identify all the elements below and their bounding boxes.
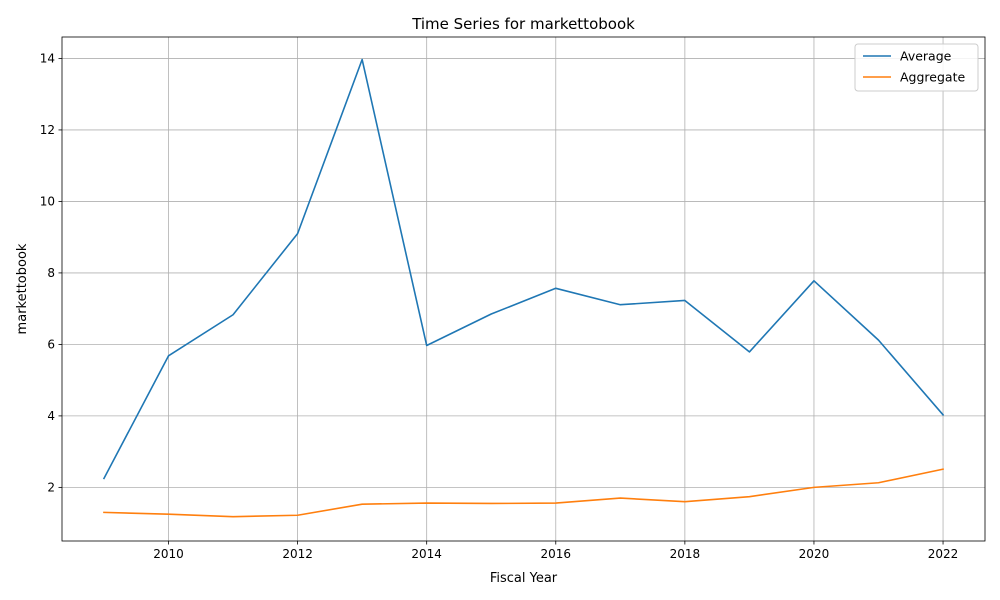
x-tick-label: 2016 xyxy=(540,547,571,561)
legend-label-average: Average xyxy=(900,49,952,64)
y-axis: 2 4 6 8 10 12 14 xyxy=(40,52,62,495)
x-tick-label: 2014 xyxy=(411,547,442,561)
series-lines xyxy=(102,58,945,518)
y-tick-label: 14 xyxy=(40,52,55,66)
x-tick-label: 2018 xyxy=(670,547,701,561)
series-line-average xyxy=(102,58,945,480)
y-tick-label: 2 xyxy=(47,481,55,495)
x-tick-label: 2020 xyxy=(799,547,830,561)
legend-label-aggregate: Aggregate xyxy=(900,70,965,85)
plot-area-frame xyxy=(61,36,986,542)
x-tick-label: 2022 xyxy=(928,547,959,561)
y-tick-label: 12 xyxy=(40,123,55,137)
y-axis-title: markettobook xyxy=(15,243,30,334)
series-line-aggregate xyxy=(103,468,944,518)
y-tick-label: 10 xyxy=(40,195,55,209)
y-tick-label: 6 xyxy=(47,338,55,352)
y-tick-label: 8 xyxy=(47,266,55,280)
legend: Average Aggregate xyxy=(854,43,979,92)
y-tick-label: 4 xyxy=(47,409,55,423)
chart-title: Time Series for markettobook xyxy=(411,15,635,33)
x-tick-label: 2012 xyxy=(282,547,313,561)
x-axis: 2010 2012 2014 2016 2018 2020 2022 xyxy=(153,541,958,561)
x-tick-label: 2010 xyxy=(153,547,184,561)
grid xyxy=(62,37,985,541)
x-axis-title: Fiscal Year xyxy=(490,571,558,586)
